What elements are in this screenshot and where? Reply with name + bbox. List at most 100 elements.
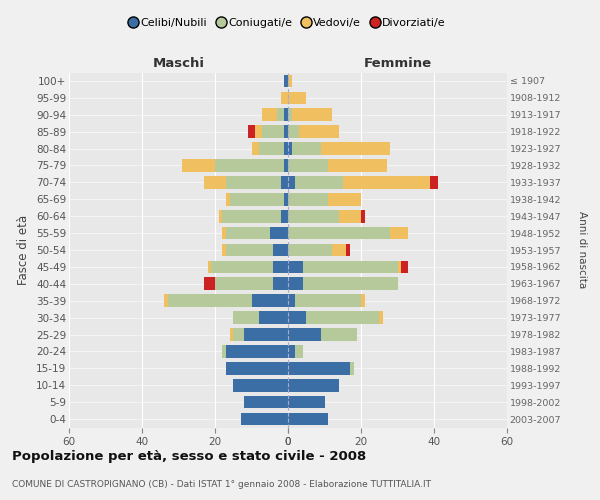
Bar bbox=[218, 210, 223, 222]
Bar bbox=[226, 362, 288, 374]
Bar bbox=[361, 294, 365, 307]
Y-axis label: Fasce di età: Fasce di età bbox=[17, 215, 31, 285]
Bar bbox=[241, 412, 288, 426]
Title: Maschi: Maschi bbox=[152, 57, 205, 70]
Bar bbox=[390, 227, 409, 239]
Bar bbox=[255, 126, 262, 138]
Bar bbox=[288, 210, 339, 222]
Bar bbox=[288, 193, 328, 205]
Bar bbox=[274, 260, 288, 273]
Bar bbox=[288, 294, 295, 307]
Bar bbox=[284, 142, 288, 155]
Text: Popolazione per età, sesso e stato civile - 2008: Popolazione per età, sesso e stato civil… bbox=[12, 450, 366, 463]
Bar bbox=[288, 396, 325, 408]
Bar bbox=[244, 328, 288, 341]
Bar bbox=[295, 345, 302, 358]
Bar bbox=[306, 312, 379, 324]
Bar bbox=[288, 345, 295, 358]
Bar bbox=[230, 328, 233, 341]
Bar bbox=[281, 92, 288, 104]
Bar bbox=[204, 278, 215, 290]
Bar bbox=[277, 108, 284, 121]
Bar bbox=[274, 278, 288, 290]
Bar bbox=[361, 210, 365, 222]
Bar bbox=[226, 244, 274, 256]
Bar bbox=[299, 126, 339, 138]
Bar bbox=[284, 74, 288, 88]
Bar bbox=[262, 108, 277, 121]
Legend: Celibi/Nubili, Coniugati/e, Vedovi/e, Divorziati/e: Celibi/Nubili, Coniugati/e, Vedovi/e, Di… bbox=[126, 13, 450, 32]
Bar bbox=[288, 92, 306, 104]
Bar bbox=[295, 176, 343, 188]
Bar bbox=[302, 260, 398, 273]
Bar bbox=[292, 108, 332, 121]
Bar bbox=[259, 312, 288, 324]
Bar bbox=[281, 210, 288, 222]
Bar bbox=[288, 126, 299, 138]
Bar bbox=[288, 328, 321, 341]
Bar bbox=[274, 244, 288, 256]
Bar bbox=[288, 260, 302, 273]
Bar bbox=[233, 379, 288, 392]
Bar bbox=[288, 278, 302, 290]
Bar bbox=[321, 142, 390, 155]
Bar bbox=[288, 379, 339, 392]
Bar bbox=[167, 294, 251, 307]
Bar bbox=[182, 159, 215, 172]
Bar bbox=[251, 142, 259, 155]
Bar bbox=[244, 396, 288, 408]
Bar bbox=[233, 328, 244, 341]
Bar bbox=[295, 294, 361, 307]
Bar bbox=[288, 362, 350, 374]
Bar bbox=[398, 260, 401, 273]
Bar bbox=[292, 142, 321, 155]
Bar bbox=[288, 227, 390, 239]
Bar bbox=[211, 260, 274, 273]
Bar bbox=[226, 345, 288, 358]
Bar bbox=[233, 312, 259, 324]
Text: COMUNE DI CASTROPIGNANO (CB) - Dati ISTAT 1° gennaio 2008 - Elaborazione TUTTITA: COMUNE DI CASTROPIGNANO (CB) - Dati ISTA… bbox=[12, 480, 431, 489]
Bar bbox=[284, 108, 288, 121]
Bar bbox=[251, 294, 288, 307]
Bar bbox=[288, 312, 306, 324]
Bar bbox=[270, 227, 288, 239]
Bar bbox=[328, 193, 361, 205]
Bar bbox=[164, 294, 167, 307]
Bar bbox=[332, 244, 346, 256]
Bar bbox=[288, 108, 292, 121]
Bar bbox=[430, 176, 437, 188]
Bar bbox=[328, 159, 386, 172]
Bar bbox=[288, 159, 328, 172]
Bar bbox=[339, 210, 361, 222]
Bar bbox=[222, 244, 226, 256]
Bar bbox=[226, 227, 270, 239]
Bar bbox=[281, 176, 288, 188]
Bar bbox=[284, 159, 288, 172]
Bar bbox=[248, 126, 255, 138]
Bar bbox=[346, 244, 350, 256]
Bar bbox=[343, 176, 430, 188]
Bar bbox=[284, 126, 288, 138]
Bar bbox=[288, 74, 292, 88]
Bar bbox=[302, 278, 398, 290]
Bar bbox=[401, 260, 409, 273]
Bar bbox=[288, 412, 328, 426]
Text: Anni di nascita: Anni di nascita bbox=[577, 212, 587, 288]
Bar bbox=[226, 176, 281, 188]
Bar bbox=[230, 193, 284, 205]
Bar bbox=[288, 244, 332, 256]
Bar bbox=[379, 312, 383, 324]
Bar bbox=[350, 362, 354, 374]
Bar bbox=[288, 176, 295, 188]
Bar bbox=[259, 142, 284, 155]
Bar bbox=[208, 260, 211, 273]
Bar bbox=[215, 159, 284, 172]
Bar bbox=[226, 193, 230, 205]
Bar bbox=[262, 126, 284, 138]
Bar bbox=[321, 328, 358, 341]
Bar bbox=[222, 227, 226, 239]
Bar bbox=[288, 142, 292, 155]
Bar bbox=[222, 210, 281, 222]
Bar bbox=[215, 278, 274, 290]
Title: Femmine: Femmine bbox=[364, 57, 431, 70]
